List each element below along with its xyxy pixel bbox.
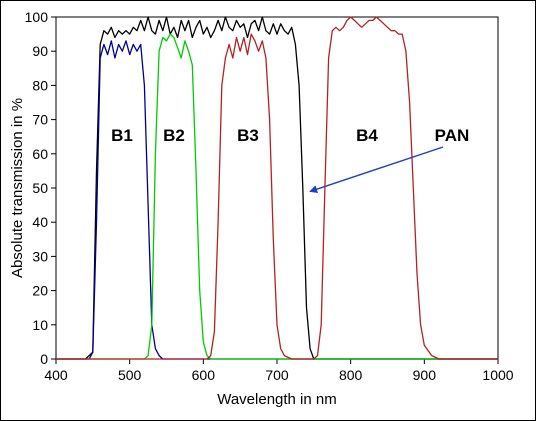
- band-label-pan: PAN: [435, 126, 470, 145]
- series-line-pan: [56, 16, 498, 360]
- series-line-b2: [56, 33, 498, 360]
- series-layer: [56, 16, 498, 360]
- y-tick-label: 40: [32, 214, 48, 230]
- x-tick-label: 1000: [482, 367, 513, 383]
- series-line-b1: [56, 40, 498, 360]
- y-axis-ticks: 0 10 20 30 40 50 60 70 80 90 100: [25, 9, 56, 367]
- y-tick-label: 0: [40, 351, 48, 367]
- band-label-b1: B1: [111, 126, 133, 145]
- y-tick-label: 60: [32, 146, 48, 162]
- band-label-b3: B3: [237, 126, 259, 145]
- y-tick-label: 10: [32, 317, 48, 333]
- series-line-b3: [56, 16, 498, 360]
- x-axis-title: Wavelength in nm: [217, 391, 337, 408]
- plot-area: [55, 16, 499, 360]
- y-tick-label: 80: [32, 77, 48, 93]
- y-tick-label: 90: [32, 43, 48, 59]
- x-tick-label: 400: [44, 367, 68, 383]
- y-tick-label: 20: [32, 283, 48, 299]
- x-tick-label: 800: [339, 367, 363, 383]
- x-tick-label: 900: [413, 367, 437, 383]
- x-tick-label: 600: [192, 367, 216, 383]
- y-tick-label: 100: [25, 9, 49, 25]
- band-label-b2: B2: [163, 126, 185, 145]
- y-tick-label: 70: [32, 112, 48, 128]
- x-tick-label: 700: [265, 367, 289, 383]
- pan-arrow: [309, 146, 444, 193]
- x-axis-ticks: 400 500 600 700 800 900 1000: [44, 359, 514, 383]
- band-label-b4: B4: [356, 126, 378, 145]
- y-tick-label: 50: [32, 180, 48, 196]
- y-axis-title: Absolute transmission in %: [9, 98, 26, 278]
- y-tick-label: 30: [32, 248, 48, 264]
- x-tick-label: 500: [118, 367, 142, 383]
